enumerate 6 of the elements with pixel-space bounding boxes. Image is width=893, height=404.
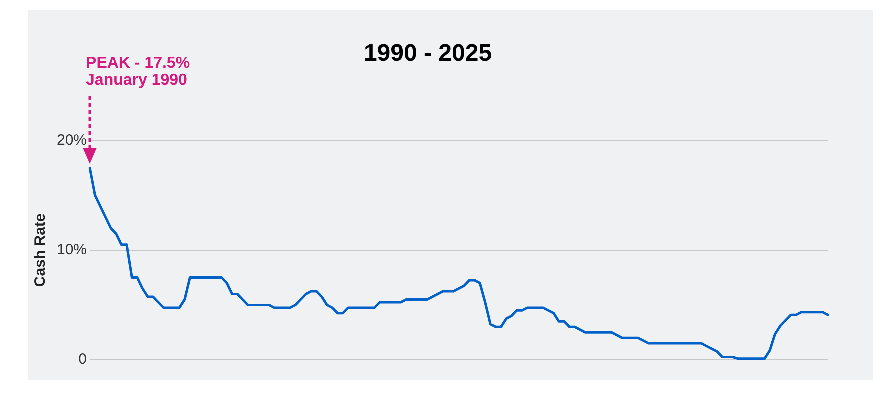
chart-title: 1990 - 2025: [364, 40, 492, 68]
y-tick-label: 0: [78, 351, 88, 368]
y-tick-label: 20%: [56, 132, 88, 149]
text: PEAK - 17.5% January 1990: [86, 55, 190, 90]
y-axis-title: Cash Rate: [32, 214, 50, 288]
y-tick-label: 10%: [56, 242, 88, 259]
